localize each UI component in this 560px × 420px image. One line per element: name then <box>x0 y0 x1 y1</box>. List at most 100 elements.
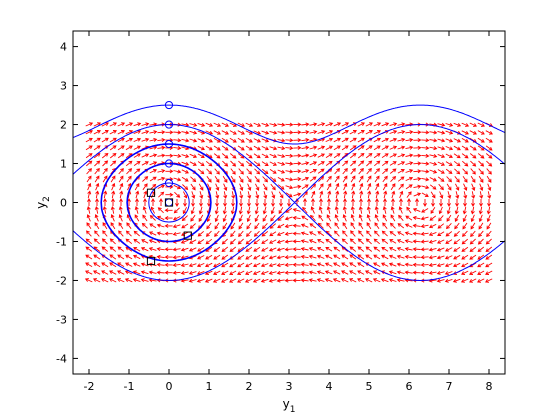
field-arrow <box>245 246 253 252</box>
field-arrow <box>461 145 469 151</box>
field-arrow <box>269 239 277 244</box>
field-arrow <box>437 176 445 182</box>
field-arrow <box>150 183 157 190</box>
field-arrow <box>223 191 228 199</box>
field-arrow <box>159 198 163 206</box>
field-arrow <box>463 199 467 207</box>
field-arrow <box>357 238 364 245</box>
field-arrow <box>421 130 430 135</box>
field-arrow <box>142 183 148 191</box>
field-arrow <box>317 239 325 244</box>
field-arrow <box>486 222 492 230</box>
field-arrow <box>357 137 365 143</box>
field-arrow <box>389 246 397 252</box>
field-arrow <box>268 263 277 268</box>
field-arrow <box>477 137 485 143</box>
field-arrow <box>390 214 396 222</box>
field-arrow <box>454 176 460 183</box>
end-marker-square <box>146 256 156 266</box>
field-arrow <box>260 263 269 268</box>
field-arrow <box>110 175 116 183</box>
field-arrow <box>469 130 477 135</box>
field-arrow <box>365 270 373 275</box>
field-arrow <box>276 270 285 275</box>
field-arrow <box>461 246 469 252</box>
field-arrow <box>140 246 149 252</box>
start-marker-circle <box>164 159 174 168</box>
field-arrow <box>463 191 468 199</box>
field-arrow <box>260 270 269 275</box>
field-arrow <box>229 130 237 135</box>
field-arrow <box>133 254 141 260</box>
field-arrow <box>309 169 317 174</box>
field-arrow <box>156 247 165 252</box>
field-arrow <box>165 169 174 174</box>
field-arrow <box>278 191 284 199</box>
x-tick-label: 0 <box>166 380 173 393</box>
field-arrow <box>333 145 341 151</box>
field-arrow <box>215 199 219 207</box>
field-arrow <box>444 271 453 275</box>
field-arrow <box>445 122 454 127</box>
field-arrow <box>469 145 477 151</box>
field-arrow <box>158 191 165 198</box>
field-arrow <box>381 238 389 244</box>
field-arrow <box>479 191 484 199</box>
field-arrow <box>93 122 101 127</box>
field-arrow <box>437 122 446 127</box>
y-axis-label-subscript: 2 <box>42 196 52 202</box>
field-arrow <box>390 183 396 191</box>
field-arrow <box>214 214 219 223</box>
field-arrow <box>181 169 189 174</box>
field-arrow <box>437 161 445 166</box>
field-arrow <box>85 122 94 127</box>
field-arrow <box>404 270 413 275</box>
field-arrow <box>284 247 293 252</box>
field-arrow <box>173 184 181 190</box>
field-arrow <box>229 137 237 143</box>
field-arrow <box>357 122 365 127</box>
field-arrow <box>261 138 270 143</box>
field-arrow <box>445 145 454 151</box>
field-arrow <box>486 214 491 223</box>
field-arrow <box>446 222 452 230</box>
field-arrow <box>133 230 140 237</box>
field-arrow <box>102 160 109 167</box>
field-arrow <box>317 161 325 166</box>
field-arrow <box>381 160 389 167</box>
field-arrow <box>389 230 397 237</box>
field-arrow <box>246 206 251 215</box>
field-arrow <box>334 230 340 237</box>
field-arrow <box>486 206 491 215</box>
field-arrow <box>389 130 398 134</box>
field-arrow <box>117 145 125 151</box>
field-arrow <box>381 262 389 267</box>
field-arrow <box>413 176 422 181</box>
field-arrow <box>341 145 349 151</box>
field-arrow <box>309 176 317 182</box>
field-arrow <box>254 176 260 183</box>
field-arrow <box>412 239 421 244</box>
field-arrow <box>383 190 388 199</box>
field-arrow <box>429 184 437 190</box>
field-arrow <box>141 161 149 166</box>
field-arrow <box>253 160 261 167</box>
field-arrow <box>125 230 132 237</box>
field-arrow <box>188 271 197 275</box>
field-arrow <box>405 161 414 166</box>
field-arrow <box>109 145 117 151</box>
field-arrow <box>452 278 461 283</box>
field-arrow <box>262 222 268 230</box>
field-arrow <box>469 137 477 143</box>
field-arrow <box>349 278 357 283</box>
field-arrow <box>84 278 93 283</box>
field-arrow <box>270 183 276 191</box>
field-arrow <box>87 198 91 206</box>
field-arrow <box>133 122 142 127</box>
field-arrow <box>277 161 286 166</box>
field-arrow <box>245 153 253 159</box>
field-arrow <box>342 222 348 230</box>
field-arrow <box>221 130 229 135</box>
field-arrow <box>86 222 92 230</box>
field-arrow <box>117 130 125 135</box>
